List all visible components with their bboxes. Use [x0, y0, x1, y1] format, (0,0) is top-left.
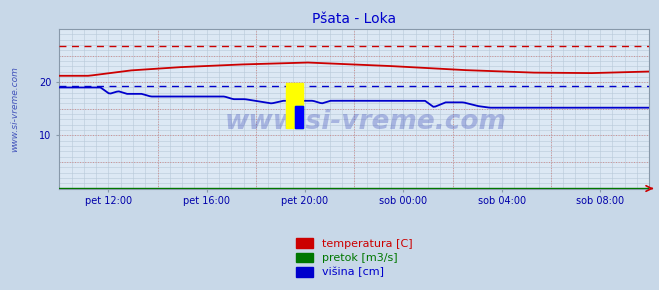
Text: www.si-vreme.com: www.si-vreme.com [225, 108, 507, 135]
Bar [295, 106, 303, 128]
Bar [287, 83, 303, 128]
Legend: temperatura [C], pretok [m3/s], višina [cm]: temperatura [C], pretok [m3/s], višina [… [292, 234, 416, 282]
Title: Pšata - Loka: Pšata - Loka [312, 12, 396, 26]
Bar [295, 106, 303, 128]
Text: www.si-vreme.com: www.si-vreme.com [11, 66, 20, 152]
